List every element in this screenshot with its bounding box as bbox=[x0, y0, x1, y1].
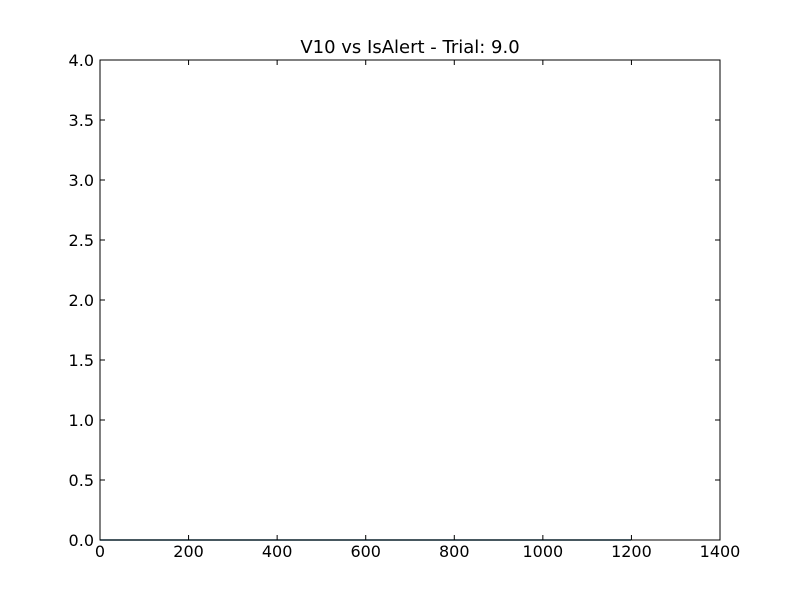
y-tick-label: 0.5 bbox=[69, 471, 94, 490]
x-tick-label: 1000 bbox=[522, 542, 563, 561]
x-tick-label: 0 bbox=[95, 542, 105, 561]
x-tick-label: 1400 bbox=[700, 542, 741, 561]
y-tick-label: 2.0 bbox=[69, 291, 94, 310]
y-tick-label: 1.0 bbox=[69, 411, 94, 430]
y-tick-label: 3.5 bbox=[69, 111, 94, 130]
y-tick-label: 1.5 bbox=[69, 351, 94, 370]
x-tick-label: 200 bbox=[173, 542, 204, 561]
x-tick-label: 400 bbox=[262, 542, 293, 561]
y-tick-label: 3.0 bbox=[69, 171, 94, 190]
plot-frame bbox=[99, 59, 721, 541]
x-axis: 0 200 400 600 800 1000 1200 1400 bbox=[95, 60, 740, 561]
y-tick-label: 2.5 bbox=[69, 231, 94, 250]
y-tick-label: 0.0 bbox=[69, 531, 94, 550]
x-tick-label: 600 bbox=[350, 542, 381, 561]
y-tick-label: 4.0 bbox=[69, 51, 94, 70]
x-tick-label: 1200 bbox=[611, 542, 652, 561]
chart-title: V10 vs IsAlert - Trial: 9.0 bbox=[300, 37, 519, 58]
x-tick-label: 800 bbox=[439, 542, 470, 561]
y-axis: 0.0 0.5 1.0 1.5 2.0 2.5 3.0 3.5 4.0 bbox=[69, 51, 720, 550]
